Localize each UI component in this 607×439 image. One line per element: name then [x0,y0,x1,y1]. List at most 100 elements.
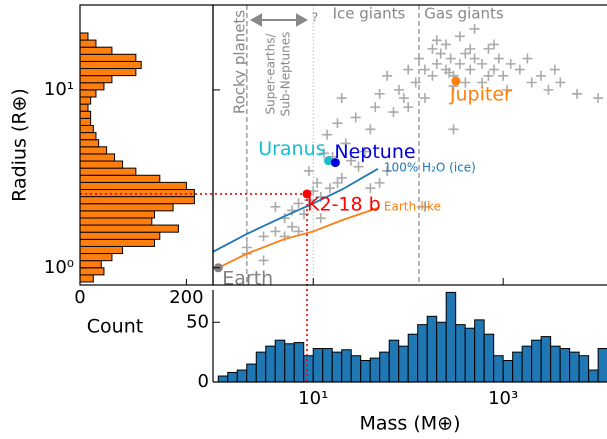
data-point [270,226,281,237]
data-point [374,177,385,188]
y-axis-label: Radius (R⊕) [9,88,31,202]
histogram-bar [407,333,419,382]
data-point [483,70,494,81]
histogram-bar [445,291,457,382]
data-point [465,43,476,54]
histogram-bar [79,103,89,112]
data-point [346,155,357,166]
data-point [312,177,323,188]
data-point [359,146,370,157]
histogram-bar [79,32,89,41]
data-point [488,39,499,50]
histogram-bar [79,253,113,262]
data-point [431,58,442,69]
region-label: Ice giants [333,5,406,23]
histogram-bar [236,369,248,382]
histogram-bar [79,46,113,55]
y-tick-label: 10¹ [44,79,74,100]
data-point [454,31,465,42]
main-plot [213,5,604,285]
curve-label: Earth-like [384,199,441,213]
y-tick-label: 0 [198,371,209,392]
data-point [526,77,537,88]
y-tick-label: 10⁰ [44,257,74,278]
histogram-bar [436,321,447,382]
histogram-bar [79,260,102,269]
histogram-bar [79,267,105,276]
histogram-bar [341,349,352,382]
data-point [502,84,513,95]
data-point [303,165,314,176]
data-point [431,35,442,46]
data-point [365,124,376,135]
data-point [477,58,488,69]
histogram-bar [398,345,409,382]
histogram-bar [531,339,542,382]
data-point [419,201,430,212]
histogram-bar [388,339,400,382]
histogram-bar [322,348,333,382]
data-point [435,48,446,59]
data-point [448,124,459,135]
histogram-bar [512,351,523,382]
data-point [419,93,430,104]
data-point [555,77,566,88]
data-point [444,67,455,78]
histogram-bar [284,343,295,382]
data-point [498,70,509,81]
histogram-bar [312,348,324,382]
histogram-bar [79,132,97,141]
histogram-bar [79,238,155,247]
model-curve [217,207,379,269]
x-tick-label: 200 [169,287,203,308]
histogram-bar [597,348,607,382]
data-point [414,53,425,64]
histogram-bar [79,75,113,84]
mass-histogram [217,291,607,382]
data-point [315,213,326,224]
data-point [522,53,533,64]
data-point [465,64,476,75]
histogram-bar [79,68,137,77]
data-point [365,183,376,194]
data-point [332,177,343,188]
data-point [427,70,438,81]
data-point [350,112,361,123]
region-label: Super-earths/ [264,33,278,115]
x-tick-label: 0 [74,287,85,308]
histogram-bar [474,319,485,382]
histogram-bar [588,369,599,382]
data-point [493,53,504,64]
histogram-bar [540,336,552,382]
curve-label: 100% H₂O (ice) [384,160,476,174]
histogram-bar [303,355,314,382]
histogram-bar [79,39,97,48]
histogram-bar [569,351,580,382]
data-point [535,70,546,81]
data-point [374,88,385,99]
data-point [514,64,525,75]
data-point [382,165,393,176]
histogram-bar [521,345,533,382]
histogram-bar [246,363,257,382]
data-point [403,102,414,113]
data-point [324,183,335,194]
data-point [258,255,269,266]
data-point [382,70,393,81]
histogram-bar [79,231,161,240]
data-point [593,93,604,104]
data-point [322,129,333,140]
histogram-bar [79,60,142,70]
histogram-bar [79,160,124,169]
data-point [241,242,252,253]
histogram-bar [464,327,476,382]
planet-marker [324,156,334,166]
histogram-bar [79,139,100,148]
histogram-bar [379,351,390,382]
histogram-bar [227,371,238,382]
data-point [370,102,381,113]
histogram-bar [331,351,343,382]
histogram-bar [79,224,179,233]
